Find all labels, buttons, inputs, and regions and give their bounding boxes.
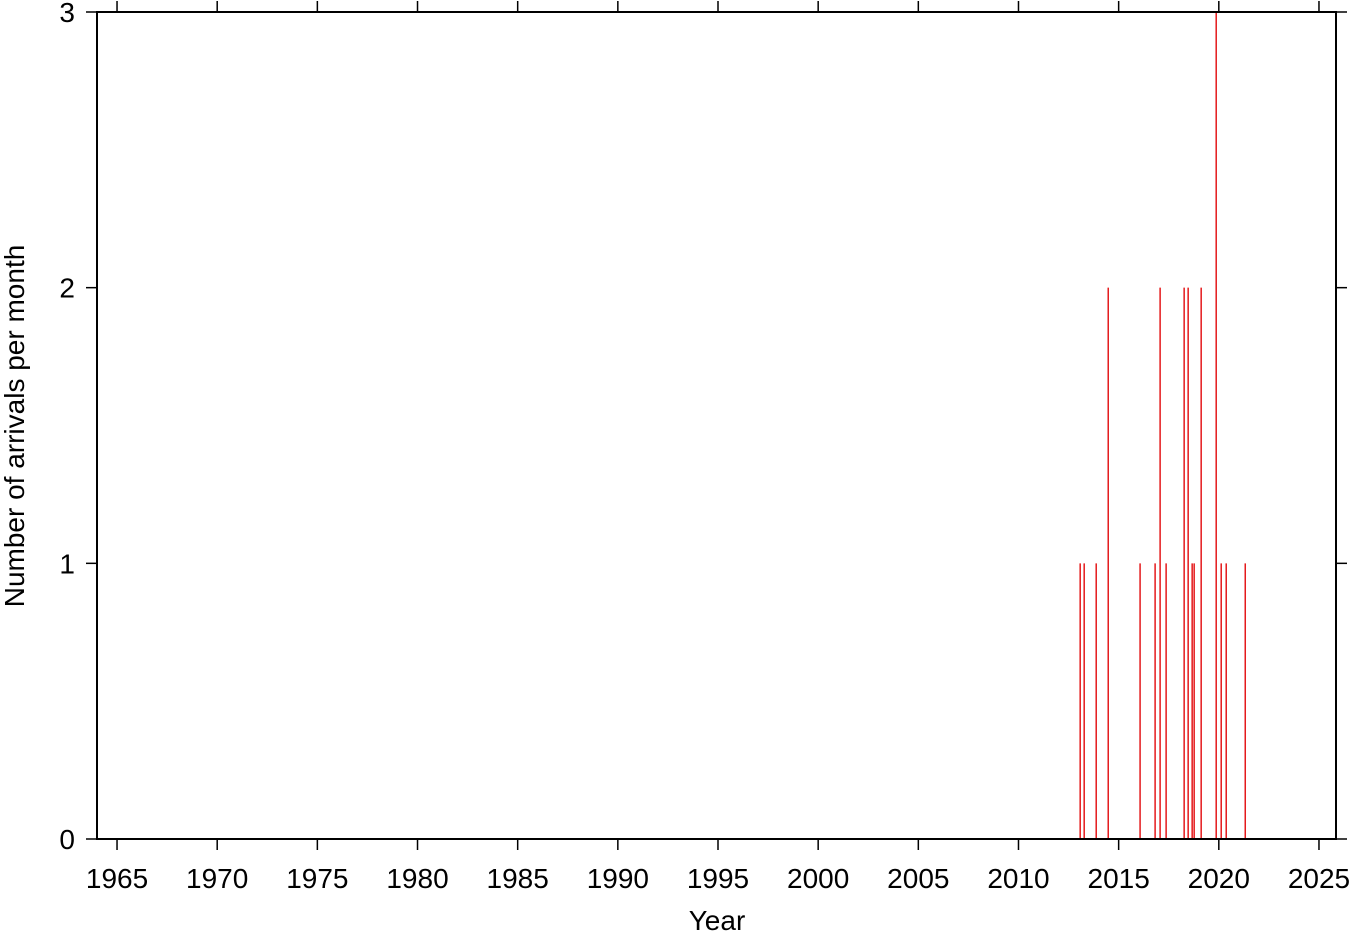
x-tick-label: 1970 — [186, 863, 248, 894]
x-tick-label: 1985 — [487, 863, 549, 894]
x-axis-label: Year — [689, 905, 746, 936]
x-tick-label: 1980 — [386, 863, 448, 894]
x-tick-label: 2005 — [887, 863, 949, 894]
x-tick-label: 1995 — [687, 863, 749, 894]
x-tick-label: 2010 — [987, 863, 1049, 894]
x-tick-label: 2020 — [1188, 863, 1250, 894]
x-tick-label: 2015 — [1088, 863, 1150, 894]
x-tick-label: 1990 — [587, 863, 649, 894]
x-tick-label: 2025 — [1288, 863, 1350, 894]
y-tick-label: 0 — [59, 824, 75, 855]
x-tick-label: 1975 — [286, 863, 348, 894]
plot-frame — [96, 11, 1337, 840]
y-axis-label: Number of arrivals per month — [0, 245, 30, 608]
x-tick-label: 2000 — [787, 863, 849, 894]
x-tick-label: 1965 — [86, 863, 148, 894]
y-tick-label: 2 — [59, 273, 75, 304]
y-tick-label: 1 — [59, 548, 75, 579]
y-tick-label: 3 — [59, 0, 75, 28]
